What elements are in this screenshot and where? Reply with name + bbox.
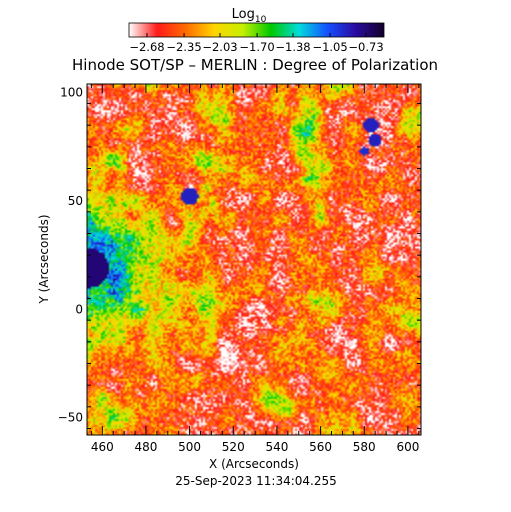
y-tick-label: 50	[68, 194, 83, 208]
colorbar-ticks: −2.68 −2.35 −2.03 −1.70 −1.38 −1.05 −0.73	[129, 33, 384, 54]
chart-title: Hinode SOT/SP – MERLIN : Degree of Polar…	[72, 56, 438, 74]
plot-frame	[86, 83, 422, 436]
x-tick-label: 580	[353, 440, 376, 454]
x-tick-label: 520	[222, 440, 245, 454]
x-tick-label: 480	[134, 440, 157, 454]
plot-area: 460 480 500 520 540 560 580 600 −50 0 50 100	[58, 83, 422, 454]
x-axis-label: X (Arcseconds)	[209, 457, 299, 471]
x-tick-label: 500	[178, 440, 201, 454]
colorbar-tick-label: −1.05	[312, 40, 347, 54]
colorbar-tick-label: −0.73	[348, 40, 383, 54]
x-tick-label: 600	[396, 440, 419, 454]
colorbar-tick-label: −2.03	[202, 40, 237, 54]
colorbar-title: Log10	[232, 7, 267, 25]
timestamp-label: 25-Sep-2023 11:34:04.255	[175, 474, 337, 488]
x-axis: 460 480 500 520 540 560 580 600	[91, 84, 419, 454]
colorbar-gradient	[128, 22, 385, 38]
x-tick-label: 460	[91, 440, 114, 454]
y-axis: −50 0 50 100	[58, 86, 421, 429]
colorbar: Log10 −2.68 −2.35 −2.03 −1.70 −1.38 −1.05 −0.7…	[128, 7, 385, 54]
colorbar-tick-label: −2.35	[166, 40, 201, 54]
colorbar-tick-label: −2.68	[129, 40, 164, 54]
polarization-heatmap	[87, 84, 421, 435]
y-tick-label: −50	[58, 411, 83, 425]
x-tick-label: 560	[309, 440, 332, 454]
y-axis-label: Y (Arcseconds)	[37, 214, 51, 304]
colorbar-title-subscript: 10	[255, 15, 267, 25]
x-tick-label: 540	[265, 440, 288, 454]
y-tick-label: 0	[75, 302, 83, 316]
colorbar-tick-label: −1.70	[239, 40, 274, 54]
colorbar-tick-label: −1.38	[275, 40, 310, 54]
y-tick-label: 100	[60, 86, 83, 100]
